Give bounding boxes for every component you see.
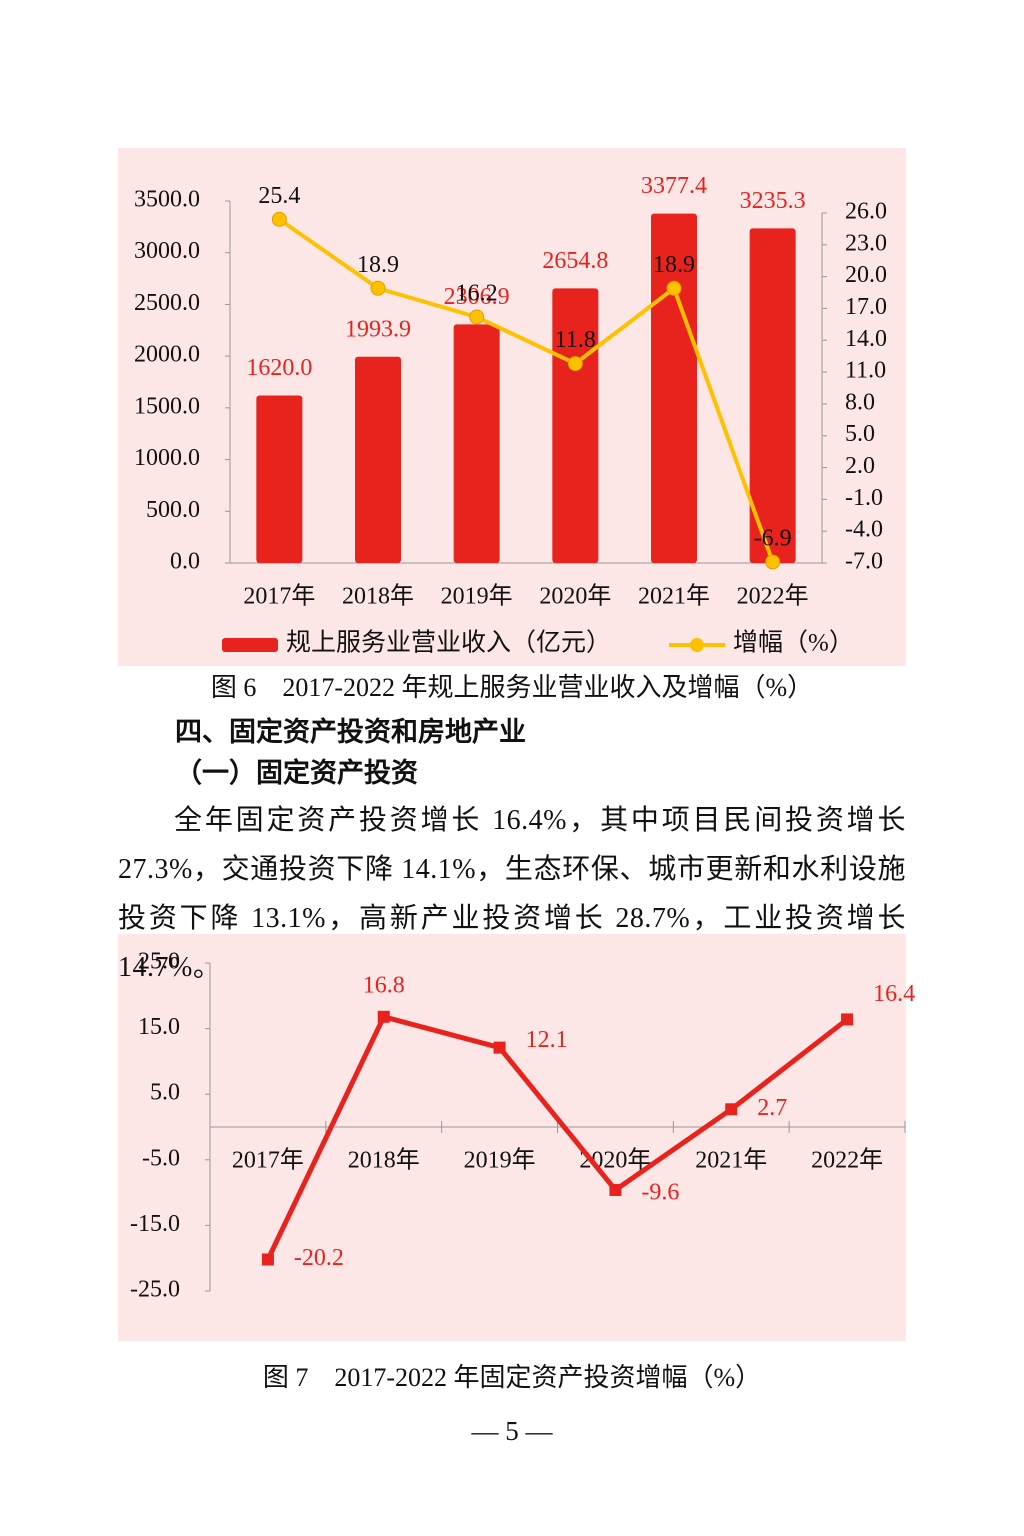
- line-marker: [765, 554, 781, 570]
- x-tick-label: 2022年: [811, 1147, 883, 1174]
- x-tick-label: 2019年: [441, 583, 513, 610]
- x-tick-label: 2020年: [539, 583, 611, 610]
- y-tick-label: 5.0: [150, 1080, 180, 1106]
- bar: [355, 356, 401, 563]
- section-heading: 四、固定资产投资和房地产业: [175, 716, 526, 747]
- y-tick-label: 25.0: [138, 949, 180, 975]
- line-marker: [271, 211, 287, 227]
- y2-tick-label: 23.0: [845, 230, 887, 256]
- y-tick-label: 1000.0: [134, 445, 200, 471]
- line-value-label: 16.2: [456, 280, 498, 306]
- y-tick-label: -5.0: [142, 1145, 180, 1171]
- bar: [453, 324, 500, 563]
- y2-tick-label: 2.0: [845, 453, 875, 479]
- line-marker: [377, 1010, 390, 1023]
- line-value-label: 16.8: [363, 972, 405, 998]
- x-tick-label: 2021年: [695, 1147, 767, 1174]
- y-tick-label: 2000.0: [134, 342, 200, 368]
- y2-tick-label: 11.0: [845, 358, 886, 384]
- page-number: — 5 —: [471, 1416, 554, 1446]
- bar-value-label: 3377.4: [641, 173, 707, 199]
- line-value-label: 12.1: [526, 1027, 568, 1053]
- y2-tick-label: 8.0: [845, 389, 875, 415]
- line-marker: [370, 280, 386, 296]
- chart-caption: 图 6 2017-2022 年规上服务业营业收入及增幅（%）: [211, 673, 813, 702]
- y-tick-label: -25.0: [130, 1277, 180, 1303]
- legend-label: 增幅（%）: [733, 629, 854, 657]
- y2-tick-label: 5.0: [845, 421, 875, 447]
- x-tick-label: 2017年: [232, 1147, 304, 1174]
- x-tick-label: 2022年: [737, 583, 809, 610]
- line-value-label: -6.9: [754, 525, 792, 551]
- line-marker: [841, 1013, 854, 1026]
- bar-value-label: 2654.8: [542, 248, 608, 274]
- chart-background: [118, 934, 906, 1341]
- bar: [256, 395, 303, 563]
- x-tick-label: 2021年: [638, 583, 710, 610]
- y-tick-label: 3000.0: [134, 238, 200, 264]
- bar: [749, 228, 796, 563]
- line-marker: [666, 280, 682, 296]
- line-value-label: 25.4: [258, 183, 300, 209]
- x-tick-label: 2019年: [464, 1147, 536, 1174]
- line-value-label: 16.4: [873, 981, 915, 1007]
- line-value-label: -9.6: [641, 1179, 679, 1205]
- line-marker: [725, 1103, 738, 1116]
- y2-tick-label: -1.0: [845, 485, 883, 511]
- y-tick-label: 1500.0: [134, 393, 200, 419]
- line-value-label: 2.7: [757, 1095, 787, 1121]
- y2-tick-label: 20.0: [845, 262, 887, 288]
- x-tick-label: 2018年: [348, 1147, 420, 1174]
- line-marker: [609, 1183, 622, 1196]
- line-value-label: 11.8: [555, 327, 596, 353]
- y-tick-label: 3500.0: [134, 187, 200, 213]
- bar-value-label: 1993.9: [345, 316, 411, 342]
- y2-tick-label: -7.0: [845, 549, 883, 575]
- growth-line: [278, 217, 775, 563]
- growth-line: [265, 1013, 849, 1261]
- y2-tick-label: 14.0: [845, 326, 887, 352]
- y-tick-label: -15.0: [130, 1211, 180, 1237]
- chart-caption: 图 7 2017-2022 年固定资产投资增幅（%）: [263, 1363, 761, 1392]
- y2-tick-label: 26.0: [845, 199, 887, 225]
- legend-swatch: [222, 638, 278, 652]
- legend-label: 规上服务业营业收入（亿元）: [286, 629, 611, 657]
- subsection-heading: （一）固定资产投资: [175, 757, 418, 788]
- y2-tick-label: -4.0: [845, 517, 883, 543]
- line-value-label: 18.9: [357, 252, 399, 278]
- x-tick-label: 2018年: [342, 583, 414, 610]
- y-tick-label: 500.0: [146, 497, 200, 523]
- line-marker: [567, 356, 583, 372]
- bar-value-label: 3235.3: [740, 188, 806, 214]
- line-marker: [261, 1253, 274, 1266]
- line-value-label: -20.2: [294, 1245, 344, 1271]
- bar-value-label: 1620.0: [246, 355, 312, 381]
- legend-swatch-marker: [690, 638, 705, 652]
- paragraph: 全年固定资产投资增长 16.4%，其中项目民间投资增长 27.3%，交通投资下降…: [118, 805, 906, 983]
- line-marker: [493, 1041, 506, 1054]
- y-tick-label: 2500.0: [134, 290, 200, 316]
- x-tick-label: 2017年: [243, 583, 315, 610]
- y-tick-label: 0.0: [170, 549, 200, 575]
- bar: [651, 213, 697, 563]
- y-tick-label: 15.0: [138, 1014, 180, 1040]
- line-marker: [469, 309, 485, 325]
- bar-value-label: 2306.9: [444, 284, 510, 310]
- line-value-label: 18.9: [653, 252, 695, 278]
- y2-tick-label: 17.0: [845, 294, 887, 320]
